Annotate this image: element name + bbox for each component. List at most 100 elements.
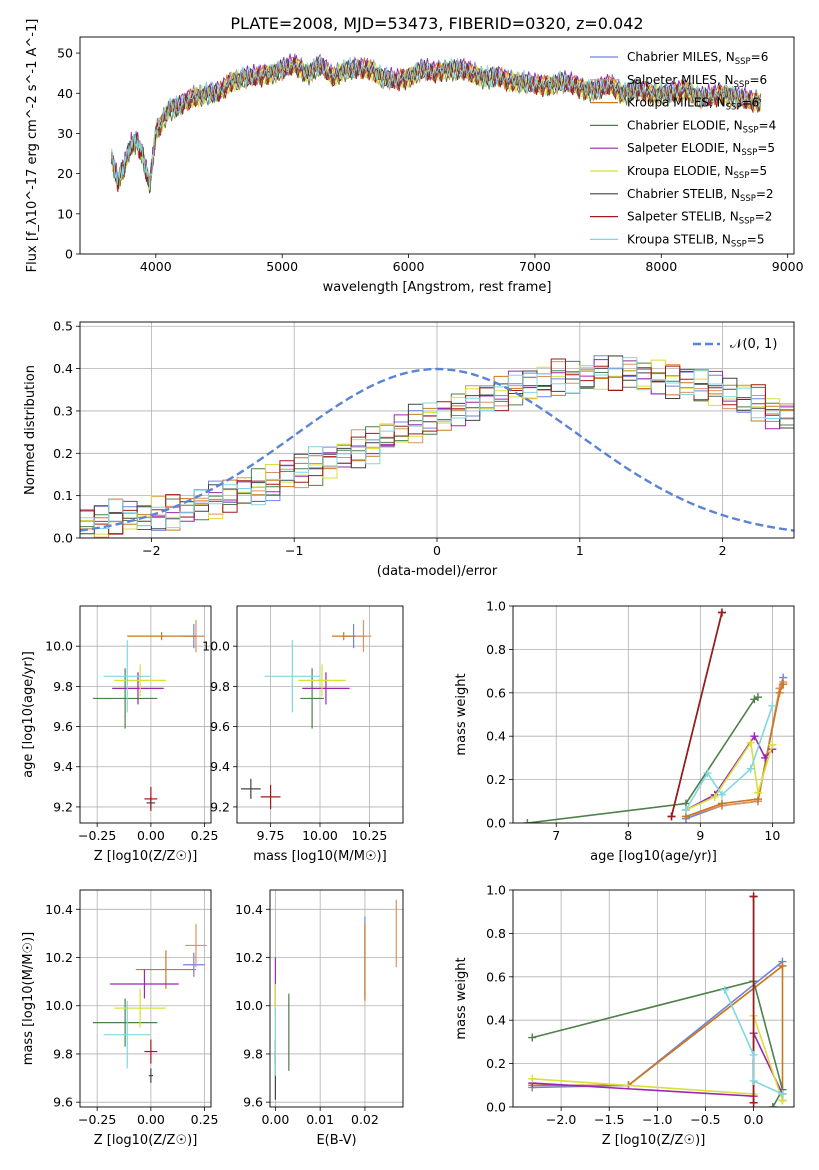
y-tick-label: 10.0 (202, 639, 230, 654)
x-tick-label: −0.5 (690, 1112, 720, 1127)
legend-entry-5: Kroupa ELODIE, NSSP=5 (627, 164, 767, 181)
legend-entry-1: Salpeter MILES, NSSP=6 (627, 73, 767, 90)
weight-line-8 (723, 989, 783, 1095)
chart-spectrum: 4000 5000 6000 7000 8000 9000 0 10 20 30 40 50 wavel… (25, 19, 804, 295)
axes-frame (269, 889, 404, 1108)
legend-entry-4: Salpeter ELODIE, NSSP=5 (627, 141, 775, 158)
chart-mass_vs_EBV: 0.00 0.01 0.02 9.6 9.8 10.0 10.2 10.4 E(B-V) (235, 889, 404, 1148)
legend-entry-8: Kroupa STELIB, NSSP=5 (627, 232, 765, 249)
y-tick-label: 10.2 (45, 950, 73, 965)
legend-entry-2: Kroupa MILES, NSSP=6 (627, 96, 759, 113)
x-tick-label: −1 (285, 543, 303, 558)
axes-frame (79, 889, 212, 1108)
y-tick-label: 9.4 (210, 759, 230, 774)
y-tick-label: 9.8 (210, 679, 230, 694)
x-axis-label: mass [log10(M/M☉)] (253, 849, 386, 864)
legend-entry-6: Chabrier STELIB, NSSP=2 (627, 187, 774, 204)
y-tick-label: 0.5 (53, 319, 73, 334)
weight-marker-5 (710, 792, 719, 801)
y-axis-label: mass [log10(M/M☉)] (21, 932, 36, 1065)
plot-area (80, 322, 794, 538)
weight-marker-8 (778, 1089, 787, 1098)
y-tick-label: 10.0 (45, 639, 73, 654)
x-tick-label: 4000 (140, 259, 172, 274)
y-axis-label: Flux [f_λ10^-17 erg cm^-2 s^-1 A^-1] (25, 19, 40, 273)
x-tick-label: 9 (696, 828, 704, 843)
y-tick-label: 9.6 (243, 1095, 263, 1110)
y-tick-label: 10.4 (235, 902, 263, 917)
y-tick-label: 9.2 (210, 799, 230, 814)
weight-marker-5 (768, 740, 777, 749)
weight-marker-8 (749, 1076, 758, 1085)
y-axis-label: mass weight (454, 957, 469, 1039)
x-tick-label: 6000 (393, 259, 425, 274)
x-axis-label: Z [log10(Z/Z☉)] (94, 1133, 198, 1148)
x-tick-label: 2 (719, 543, 727, 558)
x-tick-label: −2 (142, 543, 160, 558)
y-tick-label: 0.2 (486, 1056, 506, 1071)
plot-area (513, 606, 794, 823)
y-tick-label: 0 (65, 247, 73, 262)
y-tick-label: 0.4 (486, 729, 506, 744)
weight-marker-8 (681, 805, 690, 814)
y-tick-label: 0.0 (53, 531, 73, 546)
y-axis-label: Normed distribution (23, 365, 38, 495)
weight-marker-2 (717, 799, 726, 808)
weight-marker-2 (779, 680, 788, 689)
x-tick-label: −1.5 (594, 1112, 624, 1127)
y-tick-label: 40 (57, 86, 73, 101)
y-tick-label: 0.8 (486, 642, 506, 657)
x-axis-label: wavelength [Angstrom, rest frame] (323, 280, 552, 295)
axes-frame (512, 605, 795, 824)
y-tick-label: 20 (57, 166, 73, 181)
x-tick-label: 0.25 (191, 1112, 219, 1127)
x-tick-label: −2.0 (546, 1112, 576, 1127)
chart-panels: 4000 5000 6000 7000 8000 900001020304050wavel… (21, 19, 804, 1148)
y-tick-label: 1.0 (486, 599, 506, 614)
x-tick-label: 1 (576, 543, 584, 558)
weight-marker-4 (750, 732, 759, 741)
legend-entry-0: Chabrier MILES, NSSP=6 (627, 50, 768, 67)
x-tick-label: 5000 (266, 259, 298, 274)
y-tick-label: 9.6 (53, 719, 73, 734)
y-tick-label: 0.0 (486, 1100, 506, 1115)
plot-area (237, 606, 403, 823)
weight-marker-5 (746, 738, 755, 747)
weight-line-5 (685, 740, 774, 811)
y-tick-label: 0.2 (486, 772, 506, 787)
x-axis-label: Z [log10(Z/Z☉)] (94, 849, 198, 864)
normal-curve (80, 367, 794, 532)
weight-marker-8 (720, 985, 729, 994)
y-tick-label: 9.2 (53, 799, 73, 814)
x-tick-label: 7000 (519, 259, 551, 274)
chart-weight_vs_age: 7 8 9 10 0.0 0.2 0.4 0.6 0.8 1.0 age [log10(age/yr… (454, 599, 795, 864)
weight-marker-7 (749, 892, 758, 901)
y-tick-label: 0.1 (53, 488, 73, 503)
legend: Chabrier MILES, NSSP=6 Salpeter MILES, NS… (590, 50, 776, 249)
y-tick-label: 1.0 (486, 883, 506, 898)
y-tick-label: 9.8 (53, 679, 73, 694)
weight-marker-8 (703, 769, 712, 778)
x-tick-label: 0.00 (137, 828, 165, 843)
chart-residuals: −2 −1 0 1 2 0.0 0.1 0.2 0.3 0.4 0.5 (data-model)/er… (23, 319, 795, 579)
y-tick-label: 10.0 (45, 998, 73, 1013)
y-tick-label: 0.3 (53, 403, 73, 418)
weight-marker-2 (775, 688, 784, 697)
plot-area (80, 606, 211, 823)
weight-marker-3 (768, 1103, 777, 1107)
x-axis-label: (data-model)/error (377, 564, 498, 579)
weight-marker-8 (717, 790, 726, 799)
y-tick-label: 10.0 (235, 998, 263, 1013)
x-tick-label: 10.25 (352, 828, 388, 843)
x-tick-label: 0.00 (261, 1112, 289, 1127)
weight-marker-3 (523, 819, 532, 823)
axes-frame (236, 605, 404, 824)
x-tick-label: 0.02 (351, 1112, 379, 1127)
legend-entry-normal: 𝒩(0, 1) (730, 337, 777, 352)
plot-area (111, 53, 762, 194)
weight-marker-5 (753, 788, 762, 797)
legend-entry-3: Chabrier ELODIE, NSSP=4 (627, 118, 776, 135)
y-tick-label: 50 (57, 46, 73, 61)
y-tick-label: 0.6 (486, 685, 506, 700)
